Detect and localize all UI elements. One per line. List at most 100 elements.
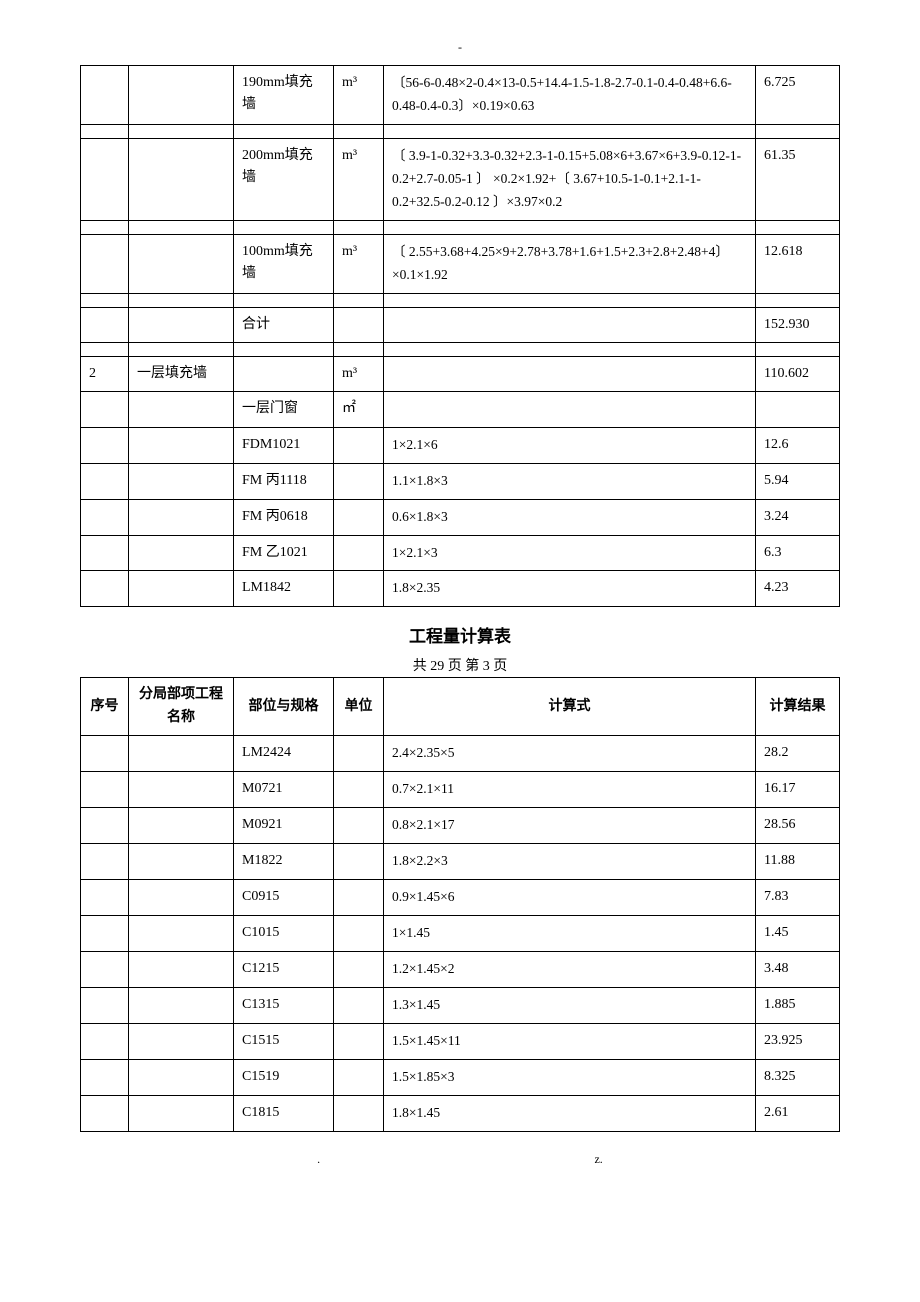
cell-unit: m³ bbox=[334, 356, 384, 391]
cell-result: 6.3 bbox=[756, 535, 840, 571]
table-row: 200mm填充墙m³〔 3.9-1-0.32+3.3-0.32+2.3-1-0.… bbox=[81, 138, 840, 220]
cell-seq: 2 bbox=[81, 356, 129, 391]
table-row: M09210.8×2.1×1728.56 bbox=[81, 808, 840, 844]
spacer-cell bbox=[81, 342, 129, 356]
spacer-cell bbox=[334, 220, 384, 234]
table-row: C15191.5×1.85×38.325 bbox=[81, 1059, 840, 1095]
table-row: FM 丙06180.6×1.8×33.24 bbox=[81, 499, 840, 535]
spacer-cell bbox=[334, 124, 384, 138]
cell-calc bbox=[384, 356, 756, 391]
cell-seq bbox=[81, 1095, 129, 1131]
cell-calc: 1×2.1×6 bbox=[384, 427, 756, 463]
table-row bbox=[81, 220, 840, 234]
header-seq: 序号 bbox=[81, 678, 129, 736]
cell-calc: 1×1.45 bbox=[384, 915, 756, 951]
cell-unit bbox=[334, 951, 384, 987]
cell-spec: C1015 bbox=[234, 915, 334, 951]
cell-name bbox=[129, 844, 234, 880]
spacer-cell bbox=[129, 293, 234, 307]
table-row: C18151.8×1.452.61 bbox=[81, 1095, 840, 1131]
cell-calc: 1.5×1.45×11 bbox=[384, 1023, 756, 1059]
cell-result: 11.88 bbox=[756, 844, 840, 880]
cell-seq bbox=[81, 844, 129, 880]
cell-name bbox=[129, 772, 234, 808]
cell-result: 12.618 bbox=[756, 234, 840, 293]
cell-unit bbox=[334, 915, 384, 951]
cell-calc: 1.3×1.45 bbox=[384, 987, 756, 1023]
cell-seq bbox=[81, 427, 129, 463]
table-row: FM 乙10211×2.1×36.3 bbox=[81, 535, 840, 571]
table-row bbox=[81, 124, 840, 138]
cell-seq bbox=[81, 307, 129, 342]
cell-seq bbox=[81, 1023, 129, 1059]
cell-name bbox=[129, 499, 234, 535]
cell-unit bbox=[334, 772, 384, 808]
table-row: LM24242.4×2.35×528.2 bbox=[81, 736, 840, 772]
cell-spec: C0915 bbox=[234, 879, 334, 915]
header-unit: 单位 bbox=[334, 678, 384, 736]
cell-seq bbox=[81, 535, 129, 571]
spacer-cell bbox=[81, 293, 129, 307]
cell-unit: m³ bbox=[334, 66, 384, 125]
cell-calc: 0.8×2.1×17 bbox=[384, 808, 756, 844]
cell-result: 4.23 bbox=[756, 571, 840, 607]
cell-seq bbox=[81, 951, 129, 987]
cell-result: 3.24 bbox=[756, 499, 840, 535]
cell-unit bbox=[334, 987, 384, 1023]
cell-spec: FDM1021 bbox=[234, 427, 334, 463]
cell-calc: 1.2×1.45×2 bbox=[384, 951, 756, 987]
cell-spec: 一层门窗 bbox=[234, 392, 334, 427]
spacer-cell bbox=[234, 124, 334, 138]
cell-seq bbox=[81, 392, 129, 427]
cell-calc: 〔56-6-0.48×2-0.4×13-0.5+14.4-1.5-1.8-2.7… bbox=[384, 66, 756, 125]
cell-result: 61.35 bbox=[756, 138, 840, 220]
cell-unit bbox=[334, 463, 384, 499]
cell-calc: 〔 3.9-1-0.32+3.3-0.32+2.3-1-0.15+5.08×6+… bbox=[384, 138, 756, 220]
cell-unit bbox=[334, 427, 384, 463]
spacer-cell bbox=[129, 220, 234, 234]
spacer-cell bbox=[756, 293, 840, 307]
cell-name bbox=[129, 392, 234, 427]
spacer-cell bbox=[384, 124, 756, 138]
table-row: FDM1021 1×2.1×612.6 bbox=[81, 427, 840, 463]
cell-seq bbox=[81, 138, 129, 220]
table-row: 一层门窗㎡ bbox=[81, 392, 840, 427]
table-row: C0915 0.9×1.45×67.83 bbox=[81, 879, 840, 915]
spacer-cell bbox=[756, 342, 840, 356]
cell-seq bbox=[81, 66, 129, 125]
cell-name bbox=[129, 879, 234, 915]
cell-spec: C1215 bbox=[234, 951, 334, 987]
cell-calc: 0.7×2.1×11 bbox=[384, 772, 756, 808]
cell-result: 5.94 bbox=[756, 463, 840, 499]
cell-unit: m³ bbox=[334, 234, 384, 293]
calculation-table-1: 190mm填充墙m³〔56-6-0.48×2-0.4×13-0.5+14.4-1… bbox=[80, 65, 840, 607]
spacer-cell bbox=[234, 293, 334, 307]
cell-spec: FM 丙1118 bbox=[234, 463, 334, 499]
cell-seq bbox=[81, 1059, 129, 1095]
cell-spec: LM2424 bbox=[234, 736, 334, 772]
cell-seq bbox=[81, 499, 129, 535]
cell-unit bbox=[334, 535, 384, 571]
cell-result: 1.885 bbox=[756, 987, 840, 1023]
table-row bbox=[81, 293, 840, 307]
cell-result: 12.6 bbox=[756, 427, 840, 463]
spacer-cell bbox=[234, 342, 334, 356]
header-spec: 部位与规格 bbox=[234, 678, 334, 736]
cell-unit bbox=[334, 571, 384, 607]
cell-name bbox=[129, 138, 234, 220]
header-calc: 计算式 bbox=[384, 678, 756, 736]
cell-calc: 1×2.1×3 bbox=[384, 535, 756, 571]
cell-result: 16.17 bbox=[756, 772, 840, 808]
cell-unit bbox=[334, 307, 384, 342]
cell-calc: 1.8×2.2×3 bbox=[384, 844, 756, 880]
spacer-cell bbox=[334, 293, 384, 307]
cell-result: 28.2 bbox=[756, 736, 840, 772]
cell-seq bbox=[81, 234, 129, 293]
cell-result: 7.83 bbox=[756, 879, 840, 915]
header-name: 分局部项工程名称 bbox=[129, 678, 234, 736]
cell-spec: M0921 bbox=[234, 808, 334, 844]
table-row: C15151.5×1.45×1123.925 bbox=[81, 1023, 840, 1059]
cell-unit: ㎡ bbox=[334, 392, 384, 427]
table-header-row: 序号 分局部项工程名称 部位与规格 单位 计算式 计算结果 bbox=[81, 678, 840, 736]
cell-calc: 0.9×1.45×6 bbox=[384, 879, 756, 915]
